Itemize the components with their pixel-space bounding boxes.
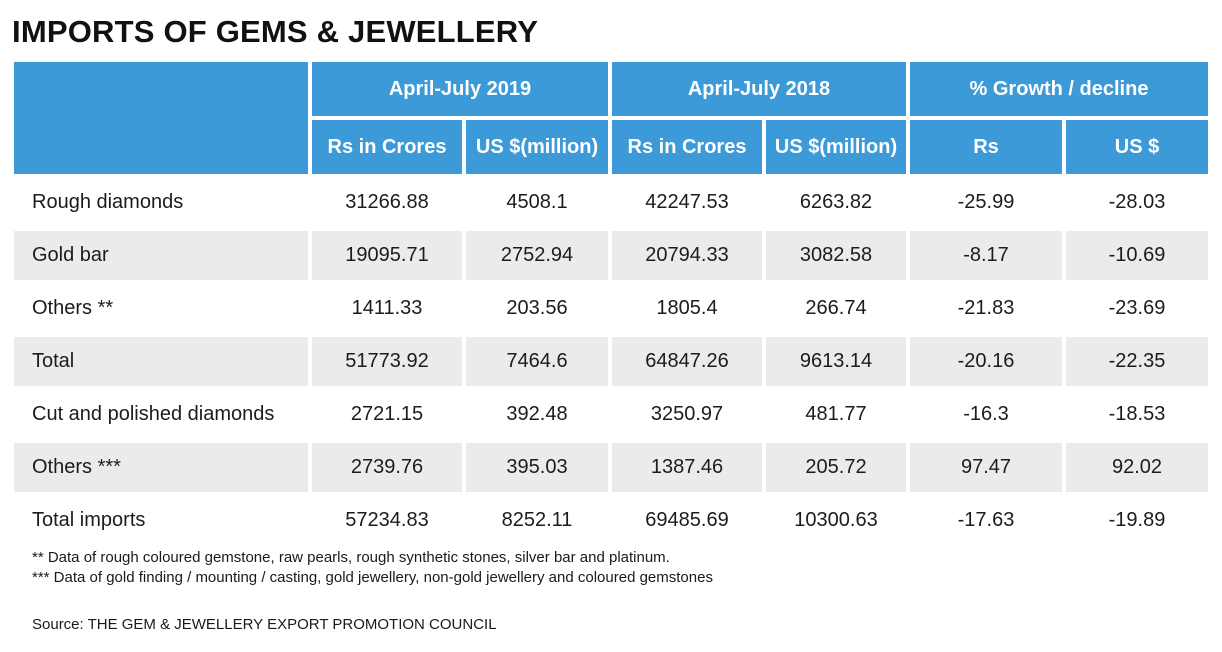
table-cell: 2739.76 [312,443,462,492]
table-cell: 57234.83 [345,509,429,531]
table-cell: -20.16 [910,337,1062,386]
table-cell: -19.89 [1108,509,1166,531]
row-label: Total imports [32,509,146,531]
subheader-rs-growth: Rs [910,120,1062,174]
table-cell: 97.47 [910,443,1062,492]
table-cell: 481.77 [805,403,867,425]
table-row: Total imports 57234.83 8252.11 69485.69 1030… [14,496,1208,545]
row-label: Rough diamonds [32,191,184,213]
footnote-2: *** Data of gold finding / mounting / ca… [32,569,713,586]
group-header-row: April-July 2019 April-July 2018 % Growth… [14,62,1208,174]
table-cell: 9613.14 [766,337,906,386]
group-header-growth: % Growth / decline [910,62,1208,116]
table-cell: -8.17 [910,231,1062,280]
table-cell: 1387.46 [612,443,762,492]
table-cell: -22.35 [1066,337,1208,386]
table-cell: 3082.58 [766,231,906,280]
table-cell: 2752.94 [466,231,608,280]
group-header-2019: April-July 2019 [312,62,608,116]
table-cell: 92.02 [1066,443,1208,492]
table-row: Total 51773.92 7464.6 64847.26 9613.14 -20.16… [14,337,1208,386]
table-cell: 395.03 [466,443,608,492]
table-cell: 392.48 [506,403,568,425]
subheader-usd-growth: US $ [1066,120,1208,174]
table-cell: 4508.1 [506,191,568,213]
table-cell: -17.63 [957,509,1015,531]
table-row: Others ** 1411.33 203.56 1805.4 266.74 -21.83… [14,284,1208,333]
table-cell: 6263.82 [799,191,873,213]
table-cell: 8252.11 [501,509,573,531]
table-cell: 31266.88 [345,191,429,213]
table-cell: 7464.6 [466,337,608,386]
table-cell: -18.53 [1108,403,1166,425]
table-cell: -23.69 [1108,297,1166,319]
table-cell: 1805.4 [656,297,718,319]
page-title: IMPORTS OF GEMS & JEWELLERY [12,14,539,49]
table-row: Others *** 2739.76 395.03 1387.46 205.72 97.4… [14,443,1208,492]
table-cell: 1411.33 [351,297,423,319]
table-cell: 19095.71 [312,231,462,280]
subheader-usd-2019: US $(million) [466,120,608,174]
header-corner [14,62,308,174]
table-cell: 3250.97 [650,403,724,425]
subheader-rs-2018: Rs in Crores [612,120,762,174]
table-cell: 42247.53 [645,191,729,213]
table-cell: -16.3 [963,403,1009,425]
row-label: Cut and polished diamonds [32,403,275,425]
footnote-1: ** Data of rough coloured gemstone, raw … [32,549,670,566]
table-cell: 2721.15 [350,403,424,425]
table-cell: 20794.33 [612,231,762,280]
table-cell: -25.99 [957,191,1015,213]
imports-table: April-July 2019 April-July 2018 % Growth… [10,58,1212,549]
table-cell: 266.74 [805,297,867,319]
subheader-rs-2019: Rs in Crores [312,120,462,174]
table-cell: -28.03 [1108,191,1166,213]
subheader-usd-2018: US $(million) [766,120,906,174]
table-cell: -21.83 [957,297,1015,319]
row-label: Others *** [14,443,308,492]
row-label: Others ** [32,297,114,319]
table-cell: 69485.69 [645,509,729,531]
row-label: Gold bar [14,231,308,280]
table-cell: -10.69 [1066,231,1208,280]
table-cell: 64847.26 [612,337,762,386]
group-header-2018: April-July 2018 [612,62,906,116]
source-note: Source: THE GEM & JEWELLERY EXPORT PROMO… [32,616,497,633]
table-row: Rough diamonds 31266.88 4508.1 42247.53 6263… [14,178,1208,227]
sub-header-row: Rs in Crores US $(million) Rs in Crores … [14,120,1208,174]
table-row: Cut and polished diamonds 2721.15 392.48 32… [14,390,1208,439]
table-cell: 51773.92 [312,337,462,386]
table-cell: 205.72 [766,443,906,492]
table-cell: 10300.63 [794,509,878,531]
table-cell: 203.56 [506,297,568,319]
table-row: Gold bar 19095.71 2752.94 20794.33 3082.58 -8… [14,231,1208,280]
row-label: Total [14,337,308,386]
